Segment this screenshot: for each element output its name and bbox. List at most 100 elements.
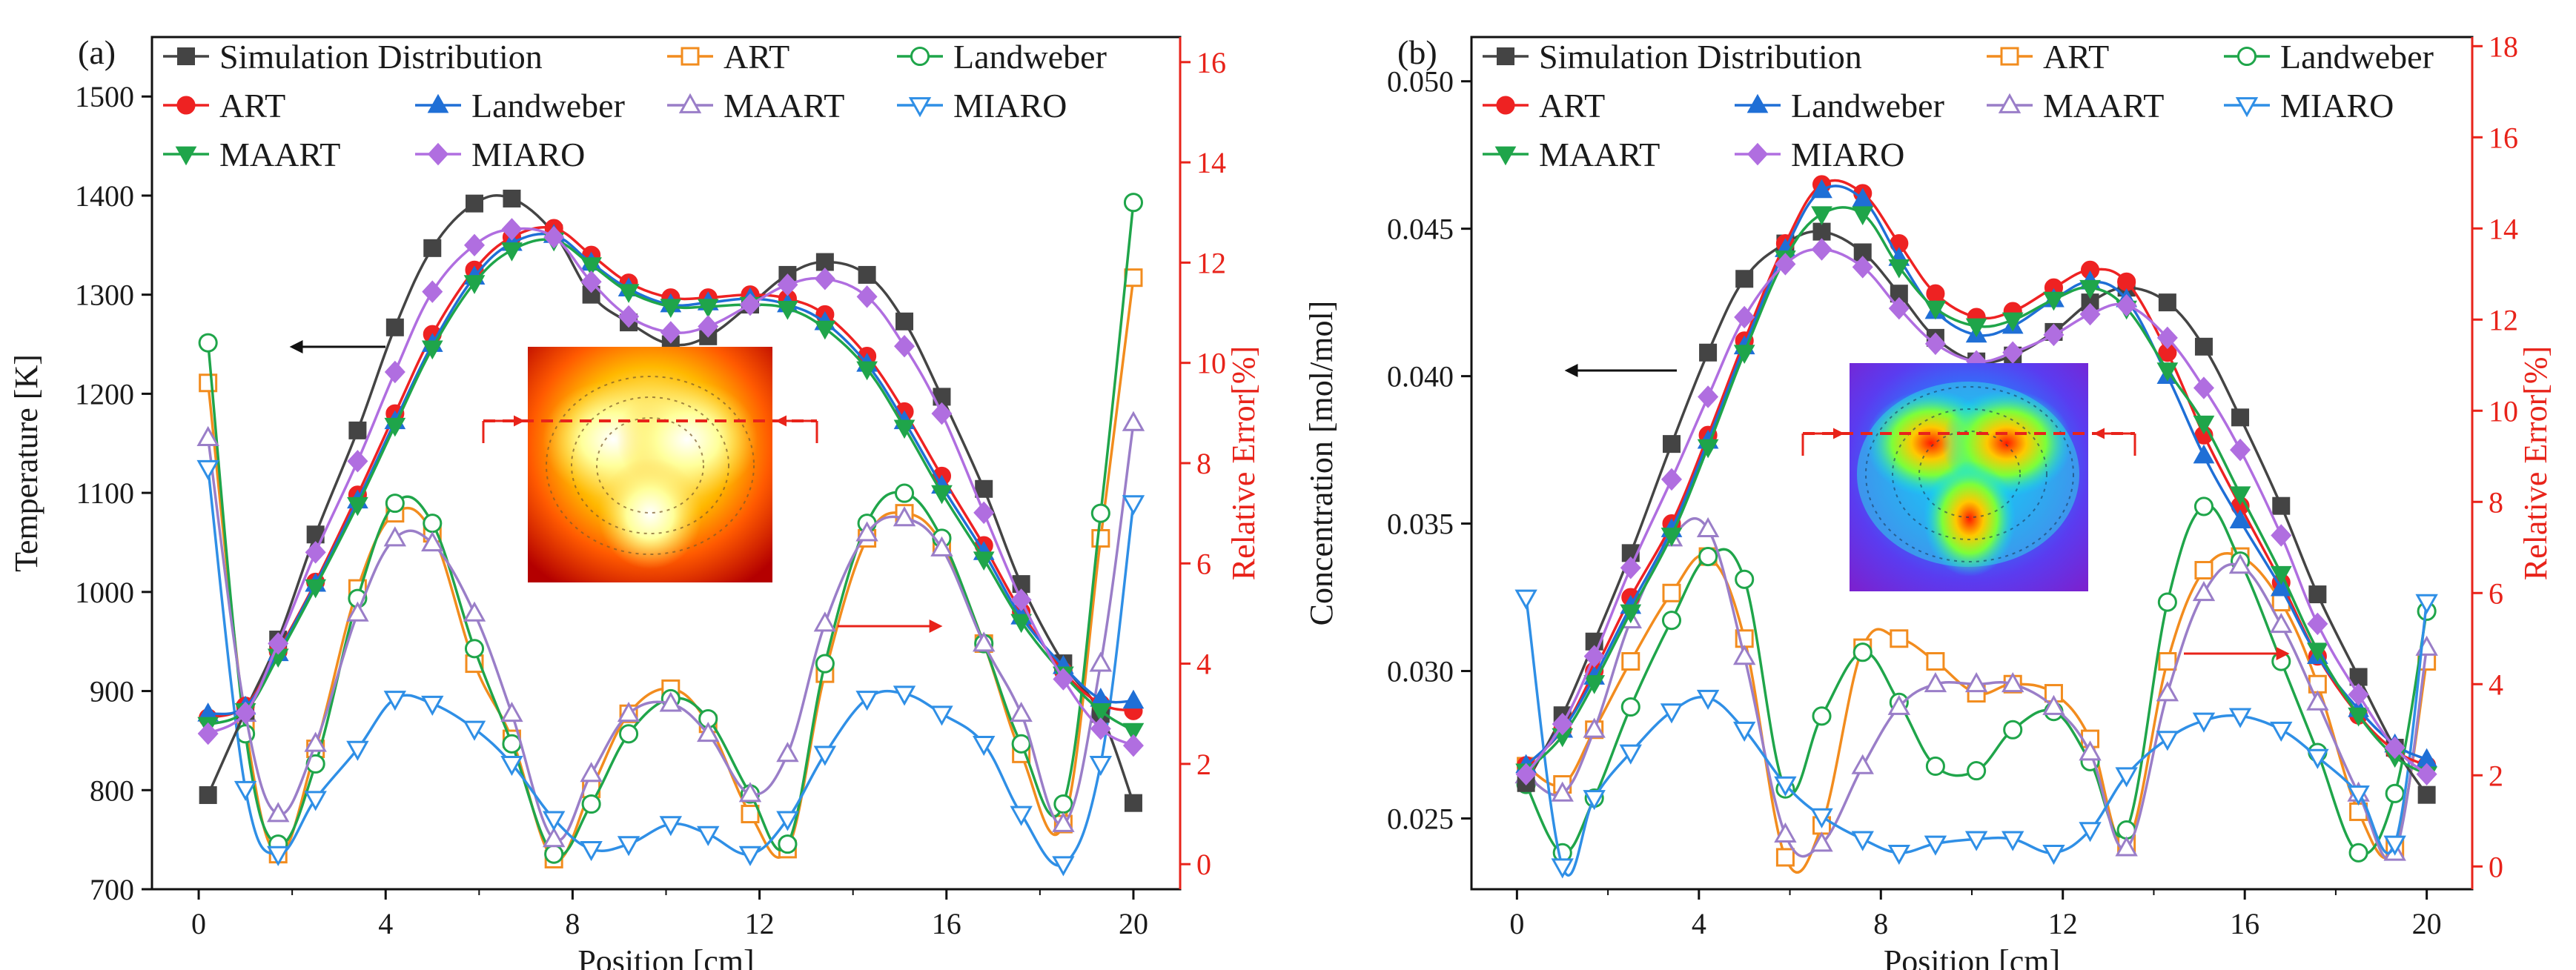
legend: Simulation Distribution ART Landweber ART La…: [163, 38, 1107, 173]
data-point: [1696, 516, 1720, 538]
panel-a: 0 4 8 12 16 207008009001000110012001300140015…: [8, 33, 1262, 970]
inset-contour: [571, 396, 729, 534]
data-point: [856, 285, 878, 308]
data-point: [581, 794, 601, 814]
data-point: [1852, 256, 1873, 279]
data-point: [778, 834, 798, 854]
legend-item: ART: [163, 87, 285, 124]
data-point: [1583, 790, 1606, 811]
data-point: [2348, 707, 2369, 727]
data-point: [659, 816, 683, 837]
y-right-tick-label: 10: [1196, 347, 1226, 380]
data-point: [697, 299, 719, 318]
legend-item: MIARO: [415, 136, 585, 173]
data-point: [2042, 844, 2065, 866]
data-point: [2115, 836, 2138, 857]
data-point: [2079, 279, 2101, 299]
legend-item: MIARO: [897, 87, 1067, 124]
data-point: [383, 691, 407, 711]
data-point: [542, 827, 566, 848]
y-right-tick-label: 2: [1196, 748, 1211, 781]
y-right-tick-label: 4: [1196, 648, 1211, 681]
data-point: [580, 762, 603, 783]
data-point: [2193, 415, 2215, 435]
data-point: [305, 541, 326, 564]
legend-marker: [1746, 93, 1769, 113]
data-point: [618, 305, 640, 328]
data-point: [2079, 302, 2101, 326]
data-point: [1851, 831, 1874, 851]
data-point: [2193, 444, 2215, 464]
data-point: [975, 479, 993, 498]
data-point: [1697, 439, 1719, 459]
data-point: [777, 301, 798, 320]
x-tick-label: 12: [745, 907, 775, 940]
y-right-axis-title: Relative Error[%]: [2517, 346, 2554, 580]
data-point: [973, 501, 995, 525]
data-point: [422, 280, 443, 303]
x-tick-label: 8: [1873, 907, 1888, 940]
legend-item: Landweber: [1735, 87, 1944, 124]
legend-item: Simulation Distribution: [163, 38, 543, 76]
legend-marker: [427, 93, 449, 113]
y-right-axis-title: Relative Error[%]: [1225, 346, 1262, 580]
data-point: [1887, 694, 1911, 715]
x-tick-label: 12: [2048, 907, 2078, 940]
data-point: [1583, 645, 1605, 668]
data-point: [1515, 763, 1537, 786]
data-point: [930, 705, 953, 726]
data-point: [1661, 611, 1682, 631]
data-point: [1774, 776, 1797, 797]
y-left-tick-label: 0.050: [1387, 65, 1454, 99]
data-point: [1775, 848, 1795, 867]
data-point: [1123, 193, 1144, 213]
x-tick-label: 4: [378, 907, 393, 940]
legend-label: Simulation Distribution: [219, 38, 543, 76]
data-point: [544, 844, 564, 864]
data-point: [580, 270, 602, 293]
y-left-tick-label: 800: [90, 774, 134, 807]
x-tick-label: 20: [2412, 907, 2442, 940]
data-point: [2229, 509, 2251, 528]
data-point: [1696, 689, 1720, 710]
data-point: [1924, 300, 1947, 320]
data-point: [1732, 721, 1756, 743]
x-tick-label: 20: [1119, 907, 1148, 940]
data-point: [813, 611, 837, 632]
data-point: [1011, 734, 1031, 754]
data-point: [1812, 222, 1831, 241]
data-point: [2270, 565, 2292, 585]
data-point: [1924, 671, 1947, 693]
data-point: [2117, 272, 2136, 291]
y-right-tick-label: 14: [1196, 146, 1226, 179]
legend-marker: [908, 97, 932, 118]
data-point: [423, 239, 442, 257]
data-point: [2307, 612, 2328, 636]
data-point: [972, 631, 996, 652]
data-point: [2308, 585, 2327, 604]
data-point: [1122, 689, 1145, 709]
data-point: [421, 531, 444, 552]
y-right-tick-label: 0: [2489, 850, 2503, 883]
data-point: [1010, 614, 1033, 634]
data-point: [1734, 305, 1755, 329]
data-point: [1010, 588, 1032, 611]
data-point: [384, 360, 405, 384]
data-point: [421, 340, 443, 360]
data-point: [1551, 858, 1574, 879]
legend-item: ART: [667, 38, 789, 76]
data-point: [2306, 690, 2329, 711]
data-point: [930, 536, 953, 557]
data-point: [2001, 312, 2024, 332]
data-point: [2116, 293, 2137, 317]
series-line: [1525, 248, 2428, 776]
x-axis-title: Position [cm]: [577, 943, 754, 970]
x-tick-label: 0: [191, 907, 206, 940]
legend-item: Landweber: [2224, 38, 2434, 76]
data-point: [346, 601, 369, 622]
legend-label: Landweber: [2280, 38, 2434, 76]
panel-b: 0 4 8 12 16 20 0.025 0.030 0.035 0.040 0.045 0.050 0…: [1303, 30, 2554, 970]
data-point: [1122, 722, 1145, 743]
data-point: [1926, 284, 1945, 303]
data-point: [196, 459, 219, 481]
